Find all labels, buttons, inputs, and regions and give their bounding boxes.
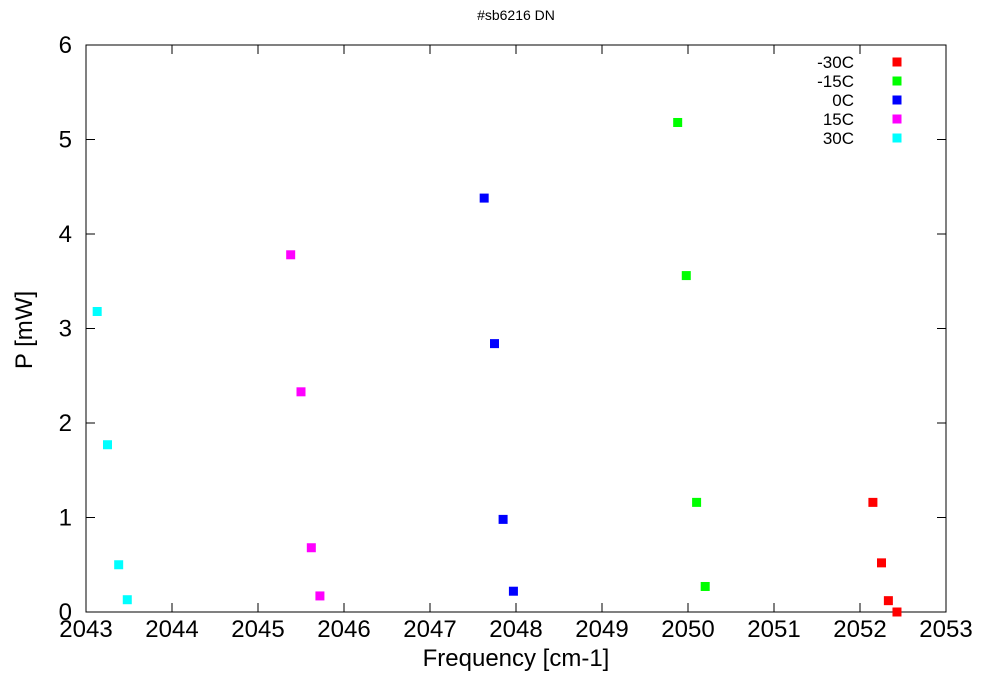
data-point: [877, 558, 886, 568]
y-tick-label: 0: [59, 599, 72, 626]
x-tick-label: 2047: [403, 616, 456, 643]
data-point: [92, 306, 102, 316]
legend-label: -30C: [817, 53, 854, 72]
x-tick-label: 2050: [661, 616, 714, 643]
data-point: [498, 514, 508, 524]
data-point: [868, 497, 878, 507]
data-point: [692, 497, 702, 507]
data-point: [114, 560, 124, 570]
plot-frame: [85, 44, 947, 613]
chart-title: #sb6216 DN: [477, 7, 555, 23]
data-point: [103, 440, 112, 450]
data-point: [286, 250, 296, 260]
axis-ticks: 2043 2044 2045 2046 2047 2048 2049 2050 2051 2052…: [59, 32, 973, 643]
y-axis-label: P [mW]: [11, 291, 38, 369]
y-tick-label: 3: [59, 316, 72, 343]
legend-label: -15C: [817, 72, 854, 91]
x-tick-label: 2046: [317, 616, 370, 643]
legend-label: 30C: [823, 129, 854, 148]
data-point: [306, 543, 316, 553]
data-point: [883, 596, 893, 606]
data-point: [892, 607, 902, 617]
x-tick-label: 2049: [575, 616, 628, 643]
legend-marker: [892, 57, 902, 67]
legend-marker: [892, 76, 902, 86]
data-point: [490, 339, 499, 349]
data-point: [315, 591, 325, 601]
x-tick-label: 2052: [833, 616, 886, 643]
x-tick-label: 2044: [145, 616, 198, 643]
data-point: [673, 117, 683, 127]
data-point: [700, 581, 710, 591]
y-tick-label: 1: [59, 505, 72, 532]
data-point: [479, 193, 489, 203]
x-tick-label: 2043: [59, 616, 112, 643]
y-tick-label: 4: [59, 221, 72, 248]
data-point: [508, 586, 518, 596]
x-tick-label: 2048: [489, 616, 542, 643]
x-tick-label: 2053: [919, 616, 972, 643]
data-points: [92, 117, 902, 617]
y-tick-label: 2: [59, 410, 72, 437]
data-point: [296, 387, 306, 397]
x-axis-label: Frequency [cm-1]: [423, 645, 610, 672]
legend-marker: [892, 95, 902, 105]
x-tick-label: 2045: [231, 616, 284, 643]
data-point: [122, 595, 132, 605]
legend-marker: [892, 114, 902, 124]
legend-label: 0C: [832, 91, 854, 110]
y-tick-label: 5: [59, 127, 72, 154]
legend-marker: [892, 133, 902, 143]
y-tick-label: 6: [59, 32, 72, 59]
x-tick-label: 2051: [747, 616, 800, 643]
legend-label: 15C: [823, 110, 854, 129]
data-point: [681, 271, 691, 281]
